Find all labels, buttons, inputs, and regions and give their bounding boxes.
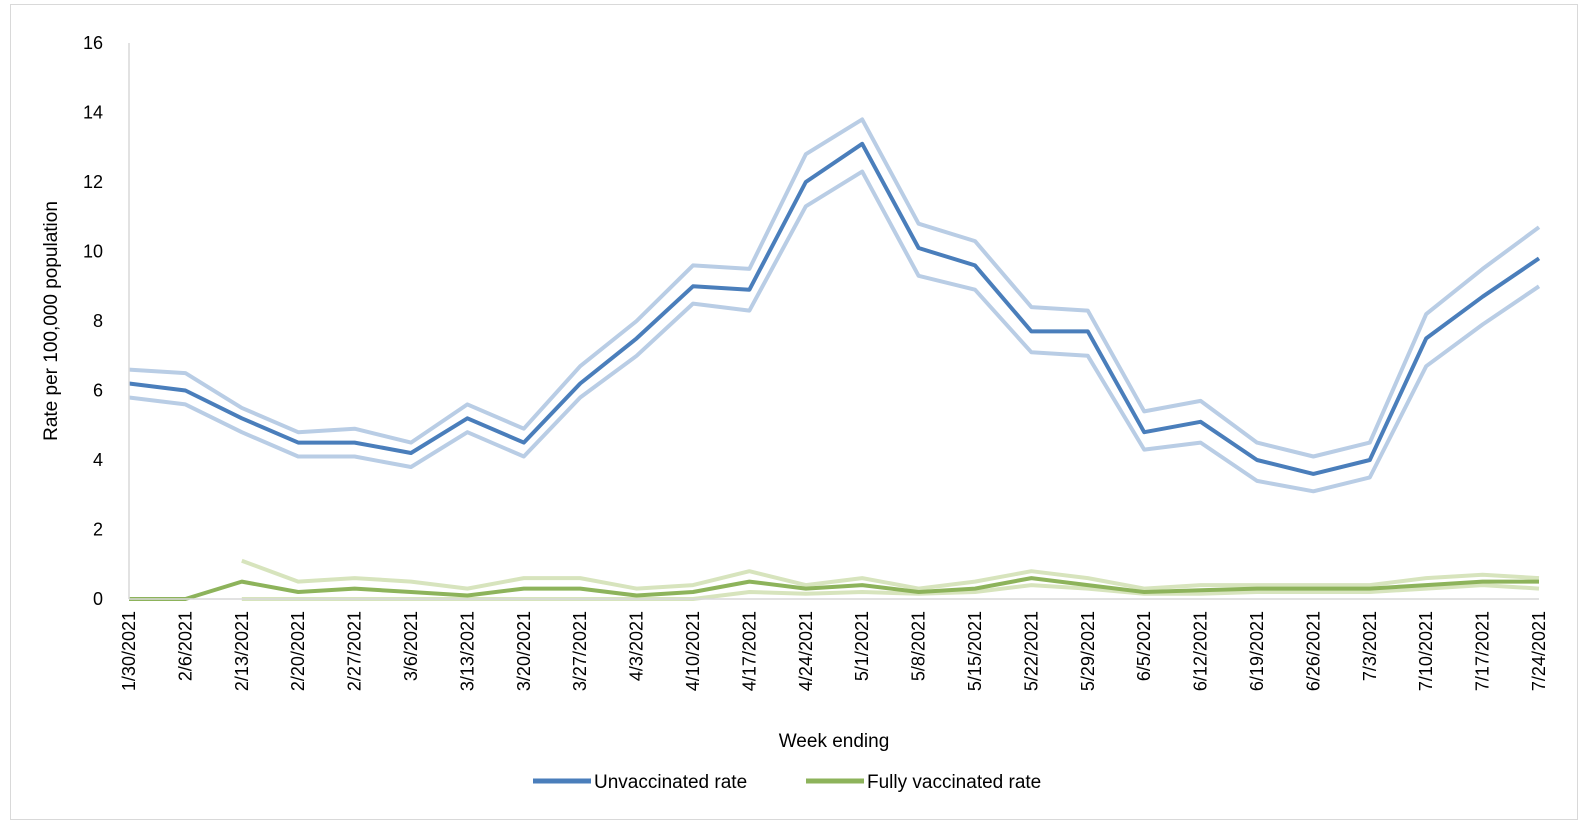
x-tick-label: 7/3/2021 [1360, 611, 1380, 681]
x-tick-label: 6/5/2021 [1134, 611, 1154, 681]
x-tick-label: 2/6/2021 [175, 611, 195, 681]
line-chart: 0 2 4 6 8 10 12 14 16 1/30/2021 2/6/2021 2/13/2021… [41, 33, 1549, 793]
x-tick-label: 5/15/2021 [965, 611, 985, 691]
x-tick-label: 6/26/2021 [1303, 611, 1323, 691]
x-tick-label: 2/13/2021 [232, 611, 252, 691]
x-tick-label: 3/6/2021 [401, 611, 421, 681]
legend-label-fully-vaccinated: Fully vaccinated rate [867, 772, 1041, 793]
x-tick-label: 5/29/2021 [1078, 611, 1098, 691]
legend-label-unvaccinated: Unvaccinated rate [594, 772, 747, 793]
y-tick-label: 14 [83, 103, 103, 123]
x-tick-label: 5/1/2021 [852, 611, 872, 681]
x-tick-label: 1/30/2021 [119, 611, 139, 691]
x-tick-label: 2/27/2021 [345, 611, 365, 691]
y-tick-label: 4 [93, 450, 103, 470]
x-tick-label: 7/10/2021 [1416, 611, 1436, 691]
x-axis-title: Week ending [779, 731, 890, 752]
y-tick-label: 8 [93, 311, 103, 331]
y-tick-label: 12 [83, 172, 103, 192]
legend: Unvaccinated rate Fully vaccinated rate [533, 772, 1041, 793]
y-tick-label: 6 [93, 381, 103, 401]
unvaccinated-rate-line [128, 141, 1541, 476]
x-tick-label: 6/12/2021 [1191, 611, 1211, 691]
x-tick-label: 7/17/2021 [1473, 611, 1493, 691]
x-tick-label: 4/10/2021 [683, 611, 703, 691]
x-tick-label: 6/19/2021 [1247, 611, 1267, 691]
fully-vaccinated-rate-upper-bound-line [241, 558, 1540, 591]
x-tick-label: 3/13/2021 [457, 611, 477, 691]
x-tick-label: 4/17/2021 [739, 611, 759, 691]
y-tick-labels: 0 2 4 6 8 10 12 14 16 [83, 33, 103, 609]
fully-vaccinated-rate-line [129, 576, 1539, 601]
x-tick-label: 5/8/2021 [909, 611, 929, 681]
x-tick-label: 4/3/2021 [627, 611, 647, 681]
x-tick-labels: 1/30/2021 2/6/2021 2/13/2021 2/20/2021 2/27/… [119, 611, 1549, 691]
confidence-bands [128, 117, 1541, 601]
x-tick-label: 4/24/2021 [796, 611, 816, 691]
y-tick-label: 16 [83, 33, 103, 53]
chart-frame: 0 2 4 6 8 10 12 14 16 1/30/2021 2/6/2021 2/13/2021… [10, 4, 1578, 820]
series-lines [128, 141, 1541, 601]
y-tick-label: 10 [83, 242, 103, 262]
unvaccinated-rate-lower-bound-line [128, 169, 1541, 494]
y-axis-title: Rate per 100,000 population [41, 201, 62, 441]
x-tick-label: 5/22/2021 [1021, 611, 1041, 691]
x-tick-label: 3/20/2021 [514, 611, 534, 691]
x-tick-label: 7/24/2021 [1529, 611, 1549, 691]
x-tick-label: 2/20/2021 [288, 611, 308, 691]
unvaccinated-rate-upper-bound-line [128, 117, 1541, 459]
y-tick-label: 0 [93, 589, 103, 609]
y-tick-label: 2 [93, 520, 103, 540]
x-tick-label: 3/27/2021 [570, 611, 590, 691]
